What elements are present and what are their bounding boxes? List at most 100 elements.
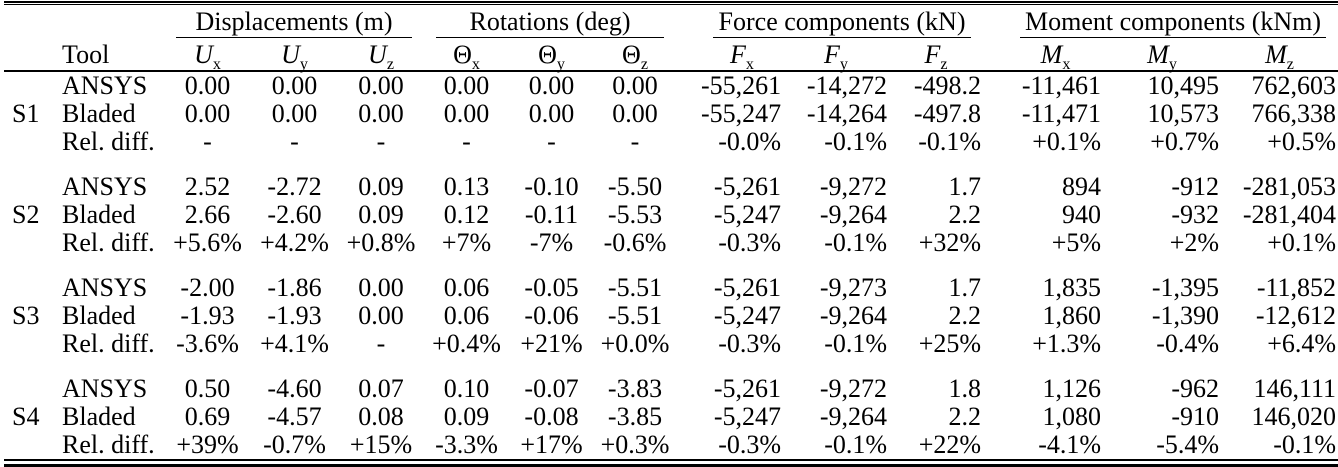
group-spacer bbox=[983, 71, 1008, 100]
tool-cell: ANSYS bbox=[62, 273, 148, 302]
value-cell: -0.1% bbox=[824, 228, 888, 257]
group-header-rotations: Rotations (deg) bbox=[424, 5, 676, 38]
value-cell: -0.08 bbox=[524, 402, 579, 431]
value-cell: -14,272 bbox=[806, 71, 888, 100]
value-cell: -9,264 bbox=[819, 200, 888, 229]
value-cell: - bbox=[547, 127, 556, 156]
value-cell: -5.50 bbox=[607, 172, 663, 201]
value-cell: -0.6% bbox=[603, 228, 667, 257]
column-header-blank bbox=[4, 38, 50, 72]
tool-cell: Bladed bbox=[62, 99, 136, 128]
value-cell: 1,860 bbox=[1042, 301, 1102, 330]
table-row: S2 ANSYS 2.52 -2.72 0.09 0.13 -0.10 -5.50 -5,261… bbox=[4, 156, 1338, 229]
table-row: Bladed 0.69 -4.57 0.08 0.09 -0.08 -3.85 -5,247 -… bbox=[4, 403, 1338, 431]
group-spacer bbox=[676, 431, 701, 460]
group-spacer bbox=[676, 71, 701, 100]
section-label: S3 bbox=[12, 301, 40, 330]
group-spacer bbox=[983, 302, 1008, 330]
value-cell: -0.1% bbox=[824, 127, 888, 156]
group-spacer bbox=[676, 257, 701, 302]
value-cell: +32% bbox=[918, 228, 982, 257]
value-cell: 0.00 bbox=[184, 99, 231, 128]
tool-cell: Rel. diff. bbox=[62, 228, 155, 257]
value-cell: 0.00 bbox=[358, 301, 404, 330]
group-spacer bbox=[676, 229, 701, 257]
value-cell: -498.2 bbox=[913, 71, 982, 100]
value-cell: 766,338 bbox=[1251, 99, 1337, 128]
column-header-fx: Fx bbox=[701, 38, 784, 73]
value-cell: 0.00 bbox=[358, 99, 404, 128]
value-cell: -0.3% bbox=[718, 430, 782, 459]
value-cell: +5.6% bbox=[173, 228, 242, 257]
value-cell: -2.00 bbox=[180, 273, 235, 302]
value-cell: -0.1% bbox=[824, 430, 888, 459]
table-row: S3 ANSYS -2.00 -1.86 0.00 0.06 -0.05 -5.51 -5,26… bbox=[4, 257, 1338, 330]
value-cell: -1,390 bbox=[1151, 301, 1220, 330]
value-cell: +0.3% bbox=[600, 430, 670, 459]
table-row: S4 ANSYS 0.50 -4.60 0.07 0.10 -0.07 -3.83 -5,261… bbox=[4, 358, 1338, 431]
value-cell: - bbox=[290, 127, 299, 156]
value-cell: +7% bbox=[441, 228, 492, 257]
value-cell: +0.4% bbox=[432, 329, 501, 358]
value-cell: 2.2 bbox=[948, 402, 982, 431]
table-row: Bladed 0.00 0.00 0.00 0.00 0.00 0.00 -55,247 -14… bbox=[4, 100, 1338, 128]
value-cell: +5% bbox=[1051, 228, 1102, 257]
value-cell: -4.1% bbox=[1038, 430, 1102, 459]
value-cell: 940 bbox=[1062, 200, 1102, 229]
group-title: Rotations (deg) bbox=[436, 7, 665, 38]
value-cell: -3.83 bbox=[607, 374, 663, 403]
group-spacer bbox=[676, 38, 702, 72]
value-cell: - bbox=[376, 329, 386, 358]
column-header-row: Tool Ux Uy Uz Θx Θy Θz Fx Fy Fz Mx My Mz bbox=[4, 38, 1338, 73]
table-row: S1 ANSYS 0.00 0.00 0.00 0.00 0.00 0.00 -55,261 -1… bbox=[4, 71, 1338, 128]
value-cell: -5,261 bbox=[713, 273, 782, 302]
value-cell: -14,264 bbox=[806, 99, 888, 128]
tool-cell: ANSYS bbox=[62, 71, 148, 100]
tool-cell: Rel. diff. bbox=[62, 430, 155, 459]
value-cell: 0.07 bbox=[358, 374, 404, 403]
value-cell: -55,247 bbox=[701, 99, 782, 128]
value-cell: -910 bbox=[1171, 402, 1220, 431]
value-cell: 10,573 bbox=[1147, 99, 1220, 128]
group-spacer bbox=[983, 229, 1008, 257]
value-cell: 762,603 bbox=[1251, 71, 1337, 100]
value-cell: 2.2 bbox=[948, 200, 982, 229]
value-cell: -1,395 bbox=[1151, 273, 1220, 302]
group-spacer bbox=[983, 330, 1008, 358]
value-cell: -0.10 bbox=[524, 172, 579, 201]
value-cell: 0.13 bbox=[443, 172, 490, 201]
group-spacer bbox=[676, 156, 701, 201]
group-header-blank bbox=[4, 5, 164, 38]
value-cell: -0.1% bbox=[824, 329, 888, 358]
group-spacer bbox=[676, 302, 701, 330]
value-cell: 0.00 bbox=[271, 99, 318, 128]
value-cell: 0.00 bbox=[528, 99, 575, 128]
value-cell: -3.85 bbox=[607, 402, 663, 431]
tool-cell: Bladed bbox=[62, 301, 136, 330]
value-cell: -0.05 bbox=[524, 273, 579, 302]
value-cell: 0.00 bbox=[612, 99, 658, 128]
value-cell: - bbox=[462, 127, 471, 156]
value-cell: -281,053 bbox=[1242, 172, 1337, 201]
value-cell: 0.00 bbox=[443, 71, 490, 100]
value-cell: +4.1% bbox=[260, 329, 329, 358]
value-cell: 2.66 bbox=[184, 200, 231, 229]
value-cell: +15% bbox=[349, 430, 413, 459]
table-row: Rel. diff. - - - - - - -0.0% -0.1% -0.1% +0.1% +0.7… bbox=[4, 128, 1338, 156]
section-label: S1 bbox=[12, 99, 40, 128]
group-header-forces: Force components (kN) bbox=[701, 5, 983, 38]
value-cell: -4.60 bbox=[267, 374, 322, 403]
value-cell: -11,852 bbox=[1256, 273, 1337, 302]
group-spacer bbox=[983, 100, 1008, 128]
value-cell: 0.00 bbox=[184, 71, 231, 100]
group-spacer bbox=[983, 38, 1009, 72]
column-header-fy: Fy bbox=[783, 38, 890, 73]
group-spacer bbox=[983, 156, 1008, 201]
group-spacer bbox=[983, 358, 1008, 403]
group-spacer bbox=[983, 201, 1008, 229]
value-cell: +0.1% bbox=[1032, 127, 1102, 156]
value-cell: -0.0% bbox=[718, 127, 782, 156]
value-cell: -0.1% bbox=[918, 127, 982, 156]
value-cell: -5,247 bbox=[713, 402, 782, 431]
